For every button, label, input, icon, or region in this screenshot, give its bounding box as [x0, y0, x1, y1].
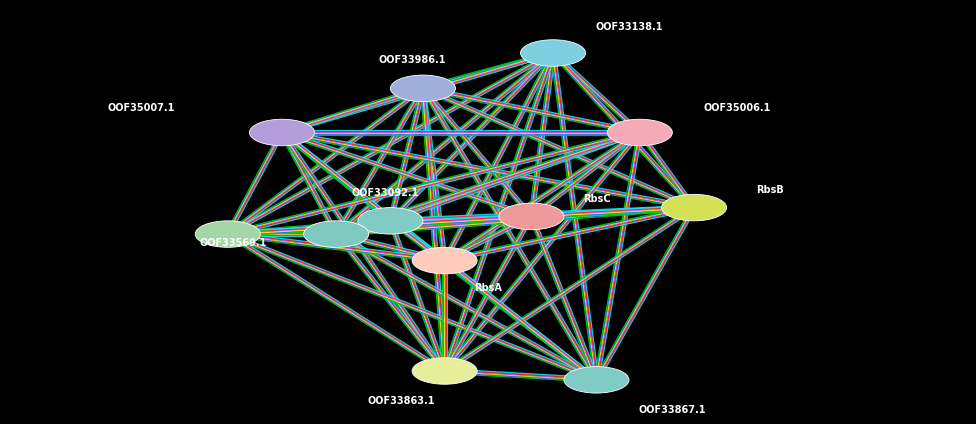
Circle shape [412, 247, 477, 274]
Circle shape [607, 119, 672, 146]
Text: OOF33569.1: OOF33569.1 [199, 238, 266, 248]
Circle shape [195, 221, 261, 247]
Text: OOF35006.1: OOF35006.1 [704, 103, 771, 113]
Circle shape [564, 367, 629, 393]
Text: OOF33138.1: OOF33138.1 [595, 22, 663, 31]
Circle shape [390, 75, 456, 102]
Circle shape [304, 221, 369, 247]
Circle shape [250, 119, 314, 146]
Text: RbsA: RbsA [474, 283, 502, 293]
Circle shape [358, 208, 423, 234]
Circle shape [499, 203, 564, 230]
Circle shape [412, 358, 477, 384]
Text: OOF33867.1: OOF33867.1 [638, 405, 706, 415]
Text: OOF33092.1: OOF33092.1 [351, 188, 419, 198]
Text: OOF35007.1: OOF35007.1 [107, 103, 175, 113]
Text: RbsB: RbsB [756, 185, 784, 195]
Text: OOF33863.1: OOF33863.1 [368, 396, 435, 406]
Text: OOF33986.1: OOF33986.1 [379, 55, 446, 64]
Circle shape [662, 194, 726, 221]
Text: RbsC: RbsC [583, 194, 610, 204]
Circle shape [520, 40, 586, 66]
